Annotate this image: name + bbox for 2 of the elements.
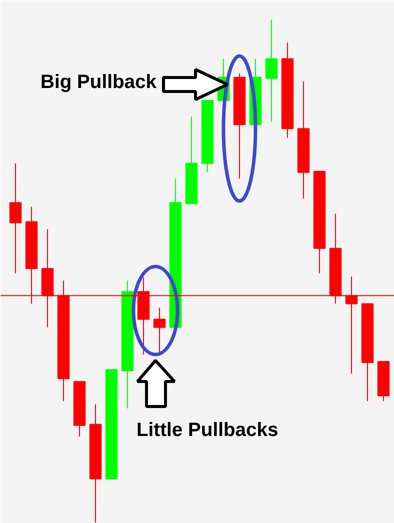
annotation: Big Pullback <box>40 72 157 93</box>
annotation: Little Pullbacks <box>136 420 278 441</box>
